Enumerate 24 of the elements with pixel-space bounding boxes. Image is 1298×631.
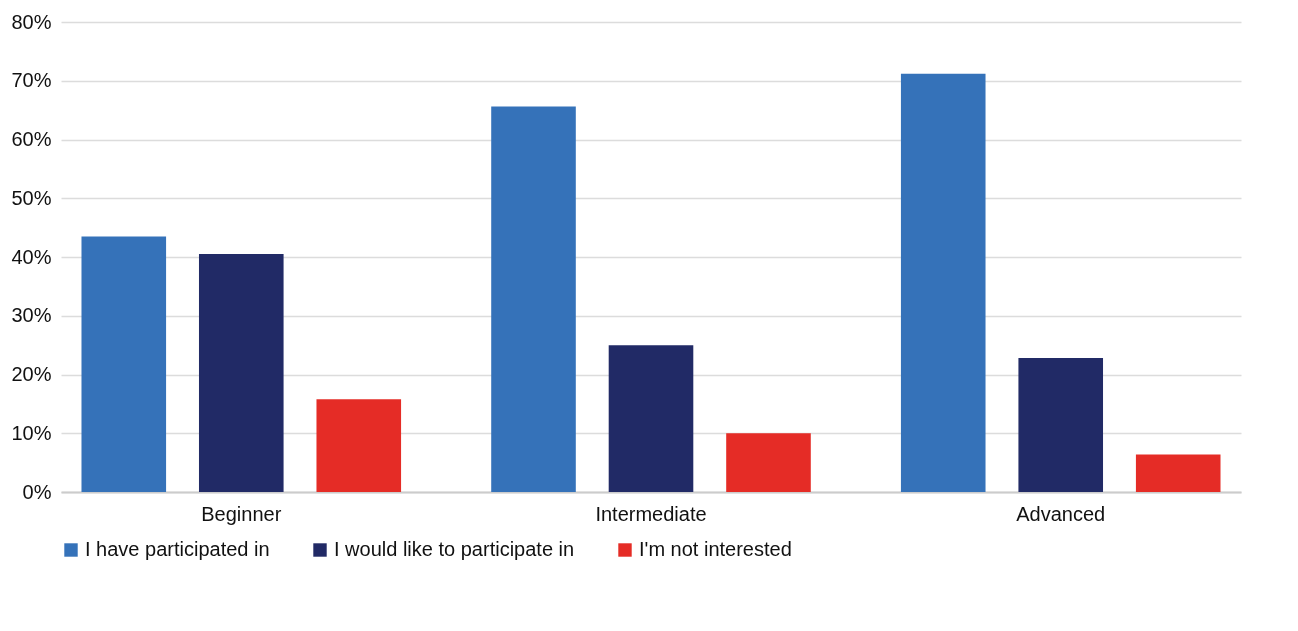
bar [1135,454,1221,492]
bar [81,236,167,492]
y-tick-label: 80% [11,10,52,33]
bar [491,106,576,492]
y-tick-label: 0% [22,480,52,503]
bar [900,73,986,492]
legend-label: I would like to participate in [334,538,575,560]
y-tick-label: 20% [11,363,52,385]
bar [726,433,811,492]
bar [316,399,402,492]
bar [198,254,284,492]
bar [608,345,694,492]
y-tick-label: 30% [11,304,52,327]
bar [1018,358,1104,492]
y-tick-label: 70% [11,69,52,92]
x-tick-label: Beginner [201,502,282,525]
legend-label: I'm not interested [639,538,792,560]
x-tick-label: Intermediate [595,502,707,525]
y-tick-label: 40% [11,245,52,268]
y-tick-label: 10% [11,421,52,444]
y-tick-label: 60% [11,128,52,150]
legend-label: I have participated in [85,538,270,560]
y-tick-label: 50% [11,186,52,209]
x-tick-label: Advanced [1016,502,1106,525]
